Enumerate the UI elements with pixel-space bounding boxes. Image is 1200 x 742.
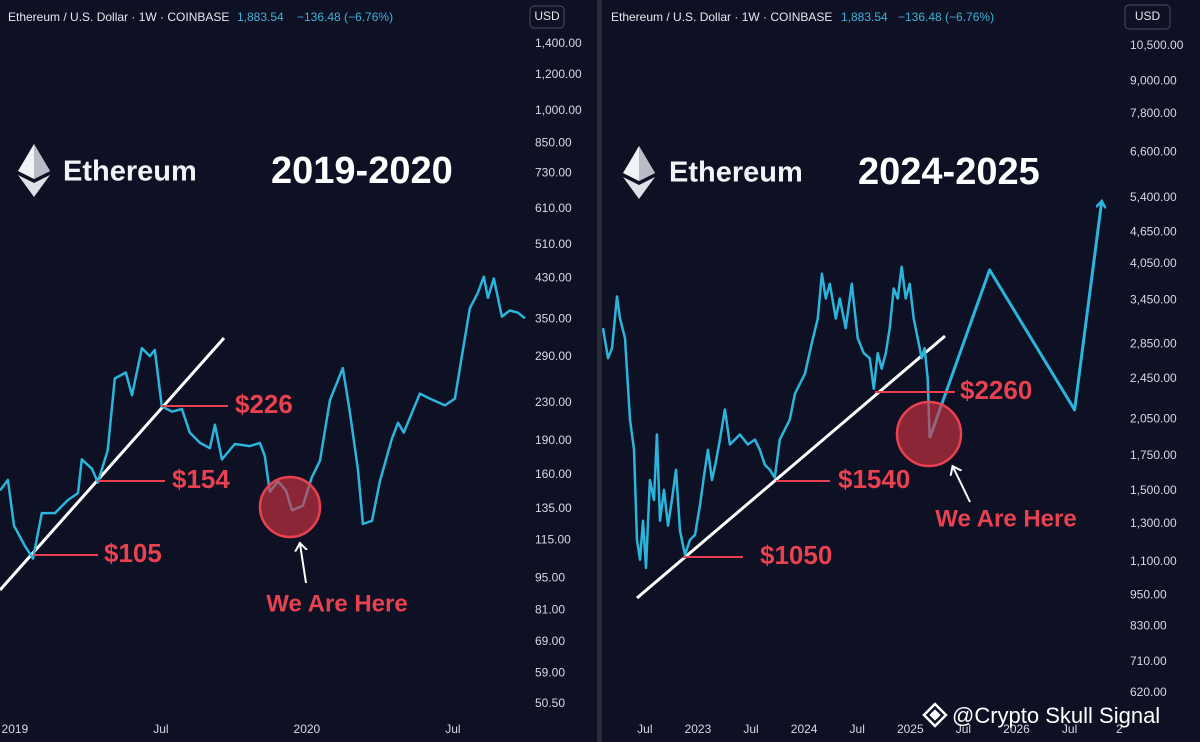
y-tick-label: 50.50 xyxy=(535,696,565,710)
callout-arrow xyxy=(300,544,306,584)
y-tick-label: 69.00 xyxy=(535,634,565,648)
y-tick-label: 510.00 xyxy=(535,237,572,251)
eth-logo-shade xyxy=(34,144,50,179)
y-tick-label: 430.00 xyxy=(535,271,572,285)
price-line xyxy=(601,265,931,570)
y-tick-label: 830.00 xyxy=(1130,618,1167,632)
callout-text: We Are Here xyxy=(266,590,407,617)
x-tick-label: 2020 xyxy=(294,722,321,736)
price-axis xyxy=(528,0,596,742)
y-tick-label: 350.00 xyxy=(535,312,572,326)
y-tick-label: 9,000.00 xyxy=(1130,73,1177,87)
watermark-icon xyxy=(922,702,948,728)
y-tick-label: 59.00 xyxy=(535,665,565,679)
x-tick-label: Jul xyxy=(1062,722,1077,736)
y-tick-label: 115.00 xyxy=(535,533,571,547)
y-tick-label: 4,050.00 xyxy=(1130,256,1177,270)
y-tick-label: 4,650.00 xyxy=(1130,224,1177,238)
y-tick-label: 1,500.00 xyxy=(1130,483,1177,497)
level-label: $226 xyxy=(235,389,293,419)
price-change: −136.48 (−6.76%) xyxy=(297,10,393,24)
y-tick-label: 1,750.00 xyxy=(1130,448,1177,462)
x-tick-label: Jul xyxy=(956,722,971,736)
watermark-icon-center xyxy=(929,709,941,721)
x-tick-label: Jul xyxy=(153,722,168,736)
currency-button xyxy=(1124,4,1171,30)
y-tick-label: 81.00 xyxy=(535,602,565,616)
y-tick-label: 2,450.00 xyxy=(1130,371,1177,385)
y-tick-label: 230.00 xyxy=(535,395,572,409)
logo-text: Ethereum xyxy=(63,156,197,188)
trendline xyxy=(636,334,946,600)
watermark-text: @Crypto Skull Signal xyxy=(952,703,1160,728)
currency-label: USD xyxy=(534,9,560,23)
chart-panel: $2260 $1540 $1050 We Are Here Ethereum 2024-2… xyxy=(601,0,1200,742)
symbol-title: Ethereum / U.S. Dollar · 1W · COINBASE xyxy=(611,10,832,24)
level-label: $105 xyxy=(104,538,162,568)
x-tick-label: Jul xyxy=(850,722,865,736)
y-tick-label: 1,200.00 xyxy=(535,67,582,81)
currency-label: USD xyxy=(1135,9,1161,23)
y-tick-label: 190.00 xyxy=(535,433,572,447)
last-price: 1,883.54 xyxy=(841,10,888,24)
callout-arrow xyxy=(953,467,971,503)
x-tick-label: 2026 xyxy=(1003,722,1030,736)
x-tick-label: Jul xyxy=(743,722,758,736)
y-tick-label: 850.00 xyxy=(535,135,572,149)
y-tick-label: 1,000.00 xyxy=(535,103,582,117)
y-tick-label: 620.00 xyxy=(1130,685,1167,699)
highlight-circle xyxy=(258,475,322,539)
y-tick-label: 710.00 xyxy=(1130,654,1167,668)
x-tick-label: 2025 xyxy=(897,722,924,736)
y-tick-label: 1,400.00 xyxy=(535,36,582,50)
y-tick-label: 7,800.00 xyxy=(1130,106,1177,120)
price-axis xyxy=(1122,0,1200,742)
price-change: −136.48 (−6.76%) xyxy=(898,10,994,24)
symbol-title: Ethereum / U.S. Dollar · 1W · COINBASE xyxy=(8,10,229,24)
y-tick-label: 2,850.00 xyxy=(1130,336,1177,350)
x-tick-label: Jul xyxy=(637,722,652,736)
y-tick-label: 610.00 xyxy=(535,201,572,215)
y-tick-label: 1,300.00 xyxy=(1130,516,1177,530)
level-label: $1540 xyxy=(838,464,910,494)
logo-text: Ethereum xyxy=(669,157,803,189)
y-tick-label: 95.00 xyxy=(535,571,565,585)
currency-button xyxy=(529,5,565,29)
y-tick-label: 5,400.00 xyxy=(1130,190,1177,204)
y-tick-label: 2,050.00 xyxy=(1130,412,1177,426)
level-label: $2260 xyxy=(960,375,1032,405)
level-label: $154 xyxy=(172,464,230,494)
panel-divider xyxy=(597,0,602,742)
highlight-circle xyxy=(895,400,963,468)
y-tick-label: 730.00 xyxy=(535,166,572,180)
watermark: @Crypto Skull Signal xyxy=(922,702,1160,728)
y-tick-label: 1,100.00 xyxy=(1130,554,1177,568)
x-tick-label: Jul xyxy=(445,722,460,736)
eth-logo-shade xyxy=(639,146,655,181)
x-tick-label: 2019 xyxy=(2,722,29,736)
period-title: 2019-2020 xyxy=(271,150,453,192)
callout-text: We Are Here xyxy=(935,505,1076,532)
eth-logo-bottom xyxy=(18,175,50,197)
y-tick-label: 950.00 xyxy=(1130,588,1167,602)
projection-line xyxy=(928,202,1102,439)
y-tick-label: 290.00 xyxy=(535,349,572,363)
y-tick-label: 160.00 xyxy=(535,467,572,481)
trendline xyxy=(0,337,226,591)
last-price: 1,883.54 xyxy=(237,10,284,24)
y-tick-label: 6,600.00 xyxy=(1130,144,1177,158)
x-tick-label: 2024 xyxy=(791,722,818,736)
y-tick-label: 10,500.00 xyxy=(1130,38,1184,52)
eth-logo-bottom xyxy=(623,177,655,199)
x-tick-label: 2023 xyxy=(685,722,712,736)
period-title: 2024-2025 xyxy=(858,151,1040,193)
level-label: $1050 xyxy=(760,540,832,570)
y-tick-label: 135.00 xyxy=(535,501,572,515)
chart-panel: $226 $154 $105 We Are Here Ethereum 2019-2020… xyxy=(0,0,596,742)
y-tick-label: 3,450.00 xyxy=(1130,293,1177,307)
